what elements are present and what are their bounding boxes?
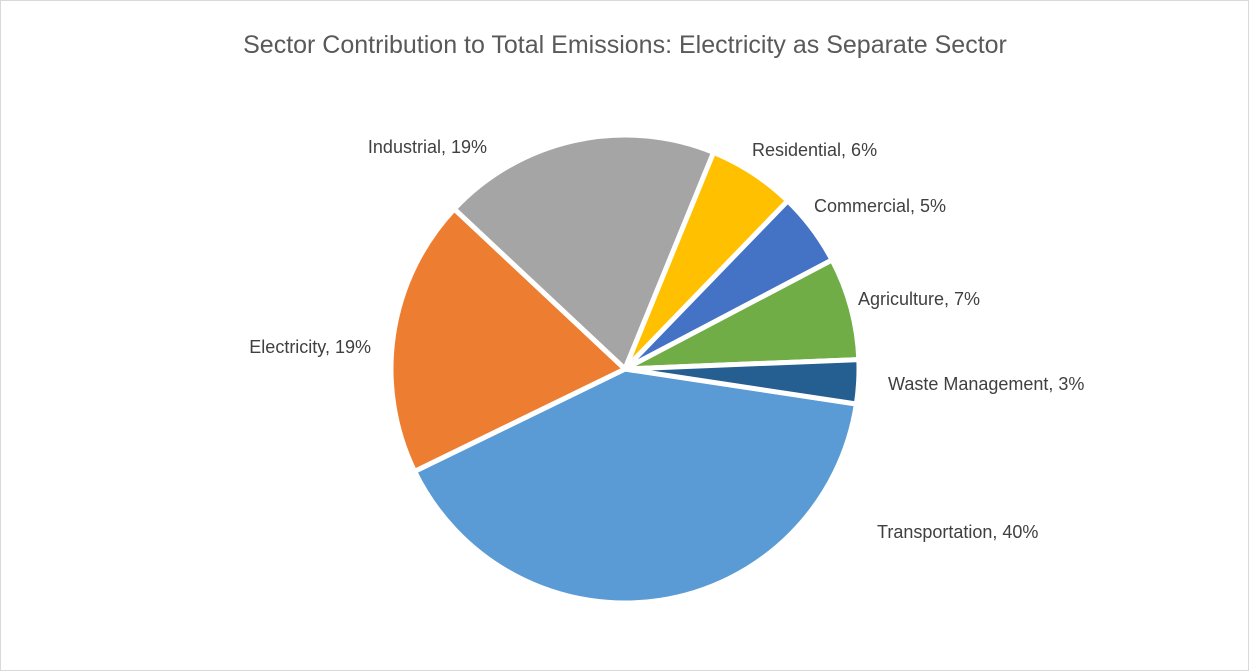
data-label-industrial: Industrial, 19% <box>368 137 487 157</box>
pie-slices <box>388 132 862 606</box>
data-label-agriculture: Agriculture, 7% <box>858 289 980 309</box>
data-label-electricity: Electricity, 19% <box>249 337 371 357</box>
pie-slice-waste-management <box>622 357 862 407</box>
data-labels: Transportation, 40% Electricity, 19% Indus… <box>249 137 1084 542</box>
data-label-residential: Residential, 6% <box>752 140 877 160</box>
chart-title: Sector Contribution to Total Emissions: … <box>243 31 1007 59</box>
pie-slice-transportation <box>412 366 859 606</box>
data-label-commercial: Commercial, 5% <box>814 196 946 216</box>
data-label-waste-management: Waste Management, 3% <box>888 374 1084 394</box>
pie-slice-electricity <box>388 206 628 474</box>
data-label-transportation: Transportation, 40% <box>877 522 1038 542</box>
